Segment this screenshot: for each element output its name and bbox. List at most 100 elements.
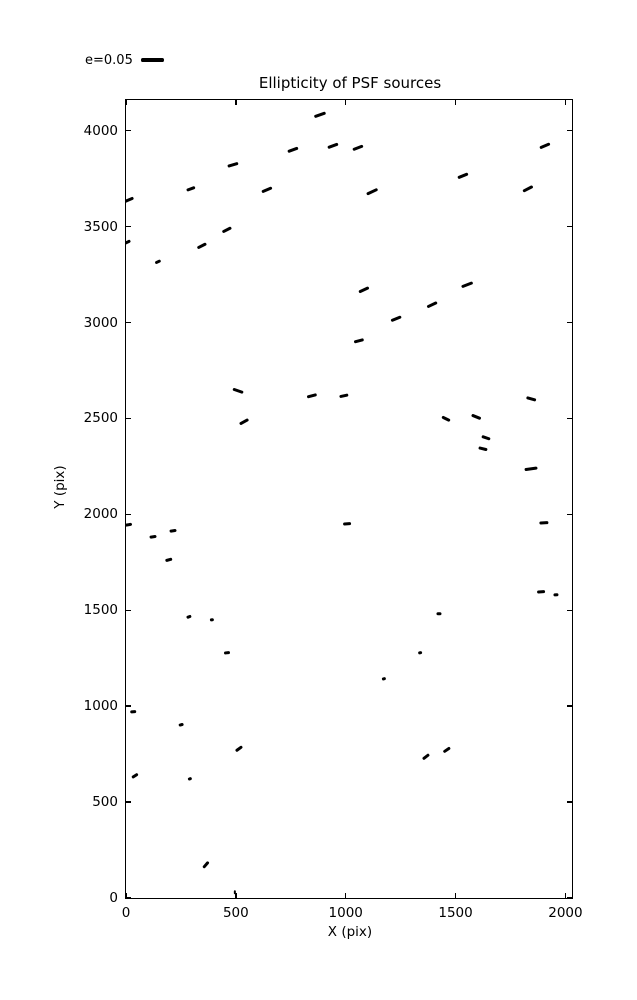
whisker	[221, 225, 233, 234]
y-tick-label: 1000	[83, 698, 118, 715]
whisker	[417, 650, 422, 655]
whisker	[536, 590, 545, 595]
tick-mark	[567, 321, 572, 324]
whisker	[164, 557, 173, 563]
whisker	[421, 752, 430, 761]
tick-mark	[126, 609, 131, 611]
whisker	[381, 676, 387, 681]
whisker	[313, 111, 326, 119]
tick-mark	[564, 100, 567, 105]
whisker	[366, 188, 379, 197]
tick-mark	[567, 129, 572, 132]
whisker	[149, 535, 157, 540]
whisker	[232, 387, 245, 395]
whisker	[522, 185, 534, 194]
whisker	[131, 772, 139, 779]
whisker	[352, 144, 364, 152]
whisker	[460, 280, 473, 289]
tick-mark	[567, 417, 572, 420]
tick-mark	[564, 893, 567, 898]
whisker	[185, 186, 196, 193]
whisker	[524, 466, 538, 472]
plot-area	[125, 99, 573, 899]
whisker	[326, 142, 339, 150]
whisker	[426, 301, 438, 310]
whisker	[480, 435, 491, 442]
whisker	[196, 241, 208, 250]
tick-mark	[344, 893, 347, 898]
x-tick-label: 0	[121, 905, 131, 921]
y-tick-label: 2500	[83, 410, 118, 427]
y-axis-label: Y (pix)	[52, 465, 68, 509]
whisker	[390, 315, 402, 323]
x-axis-label: X (pix)	[327, 924, 373, 940]
tick-mark	[126, 897, 131, 898]
tick-mark	[126, 129, 131, 132]
whisker	[126, 522, 133, 528]
tick-mark	[567, 609, 572, 611]
x-tick-label: 1500	[438, 905, 473, 921]
whisker	[436, 612, 442, 616]
whisker	[353, 337, 365, 344]
whisker	[169, 529, 178, 534]
whisker	[477, 446, 488, 452]
whisker	[130, 710, 136, 715]
y-tick-label: 3500	[83, 218, 118, 235]
legend: e=0.05	[85, 51, 164, 69]
whisker	[261, 186, 273, 194]
whisker	[526, 395, 537, 402]
whisker	[154, 259, 162, 265]
whisker	[209, 618, 215, 623]
whisker	[553, 593, 560, 598]
tick-mark	[454, 100, 457, 105]
x-tick-label: 500	[222, 905, 249, 921]
whisker	[471, 413, 482, 421]
tick-mark	[126, 100, 127, 105]
whisker	[126, 238, 132, 247]
whisker	[233, 890, 236, 894]
whisker	[223, 650, 230, 655]
tick-mark	[126, 225, 131, 228]
chart-title: Ellipticity of PSF sources	[258, 74, 442, 92]
whisker	[358, 286, 370, 294]
tick-mark	[454, 893, 457, 898]
tick-mark	[235, 893, 237, 898]
tick-mark	[126, 893, 127, 898]
tick-mark	[344, 100, 347, 105]
y-tick-label: 1500	[83, 602, 118, 619]
x-tick-label: 1000	[328, 905, 363, 921]
whisker	[202, 860, 210, 870]
tick-mark	[126, 417, 131, 420]
tick-mark	[567, 225, 572, 228]
tick-mark	[567, 897, 572, 898]
whisker	[226, 161, 239, 168]
whisker	[343, 521, 352, 526]
y-tick-label: 0	[109, 890, 118, 906]
whisker	[185, 614, 192, 620]
whisker	[538, 141, 551, 150]
whisker	[539, 521, 549, 526]
tick-mark	[567, 513, 572, 516]
whisker	[338, 393, 349, 399]
whisker	[442, 745, 451, 754]
whisker	[457, 172, 470, 180]
tick-mark	[126, 705, 131, 707]
whisker	[441, 415, 452, 423]
whisker	[126, 196, 135, 204]
whisker	[239, 418, 250, 427]
tick-mark	[567, 705, 572, 707]
tick-mark	[126, 513, 131, 516]
y-tick-label: 3000	[83, 314, 118, 331]
whisker	[286, 146, 299, 154]
y-tick-label: 4000	[83, 122, 118, 139]
whisker	[234, 744, 244, 753]
whisker	[178, 722, 184, 728]
whisker	[306, 393, 317, 399]
legend-label: e=0.05	[85, 52, 133, 68]
legend-scale-whisker-icon	[140, 58, 164, 62]
y-tick-label: 500	[92, 794, 118, 811]
x-tick-label: 2000	[548, 905, 583, 921]
tick-mark	[235, 100, 237, 105]
tick-mark	[126, 801, 131, 803]
